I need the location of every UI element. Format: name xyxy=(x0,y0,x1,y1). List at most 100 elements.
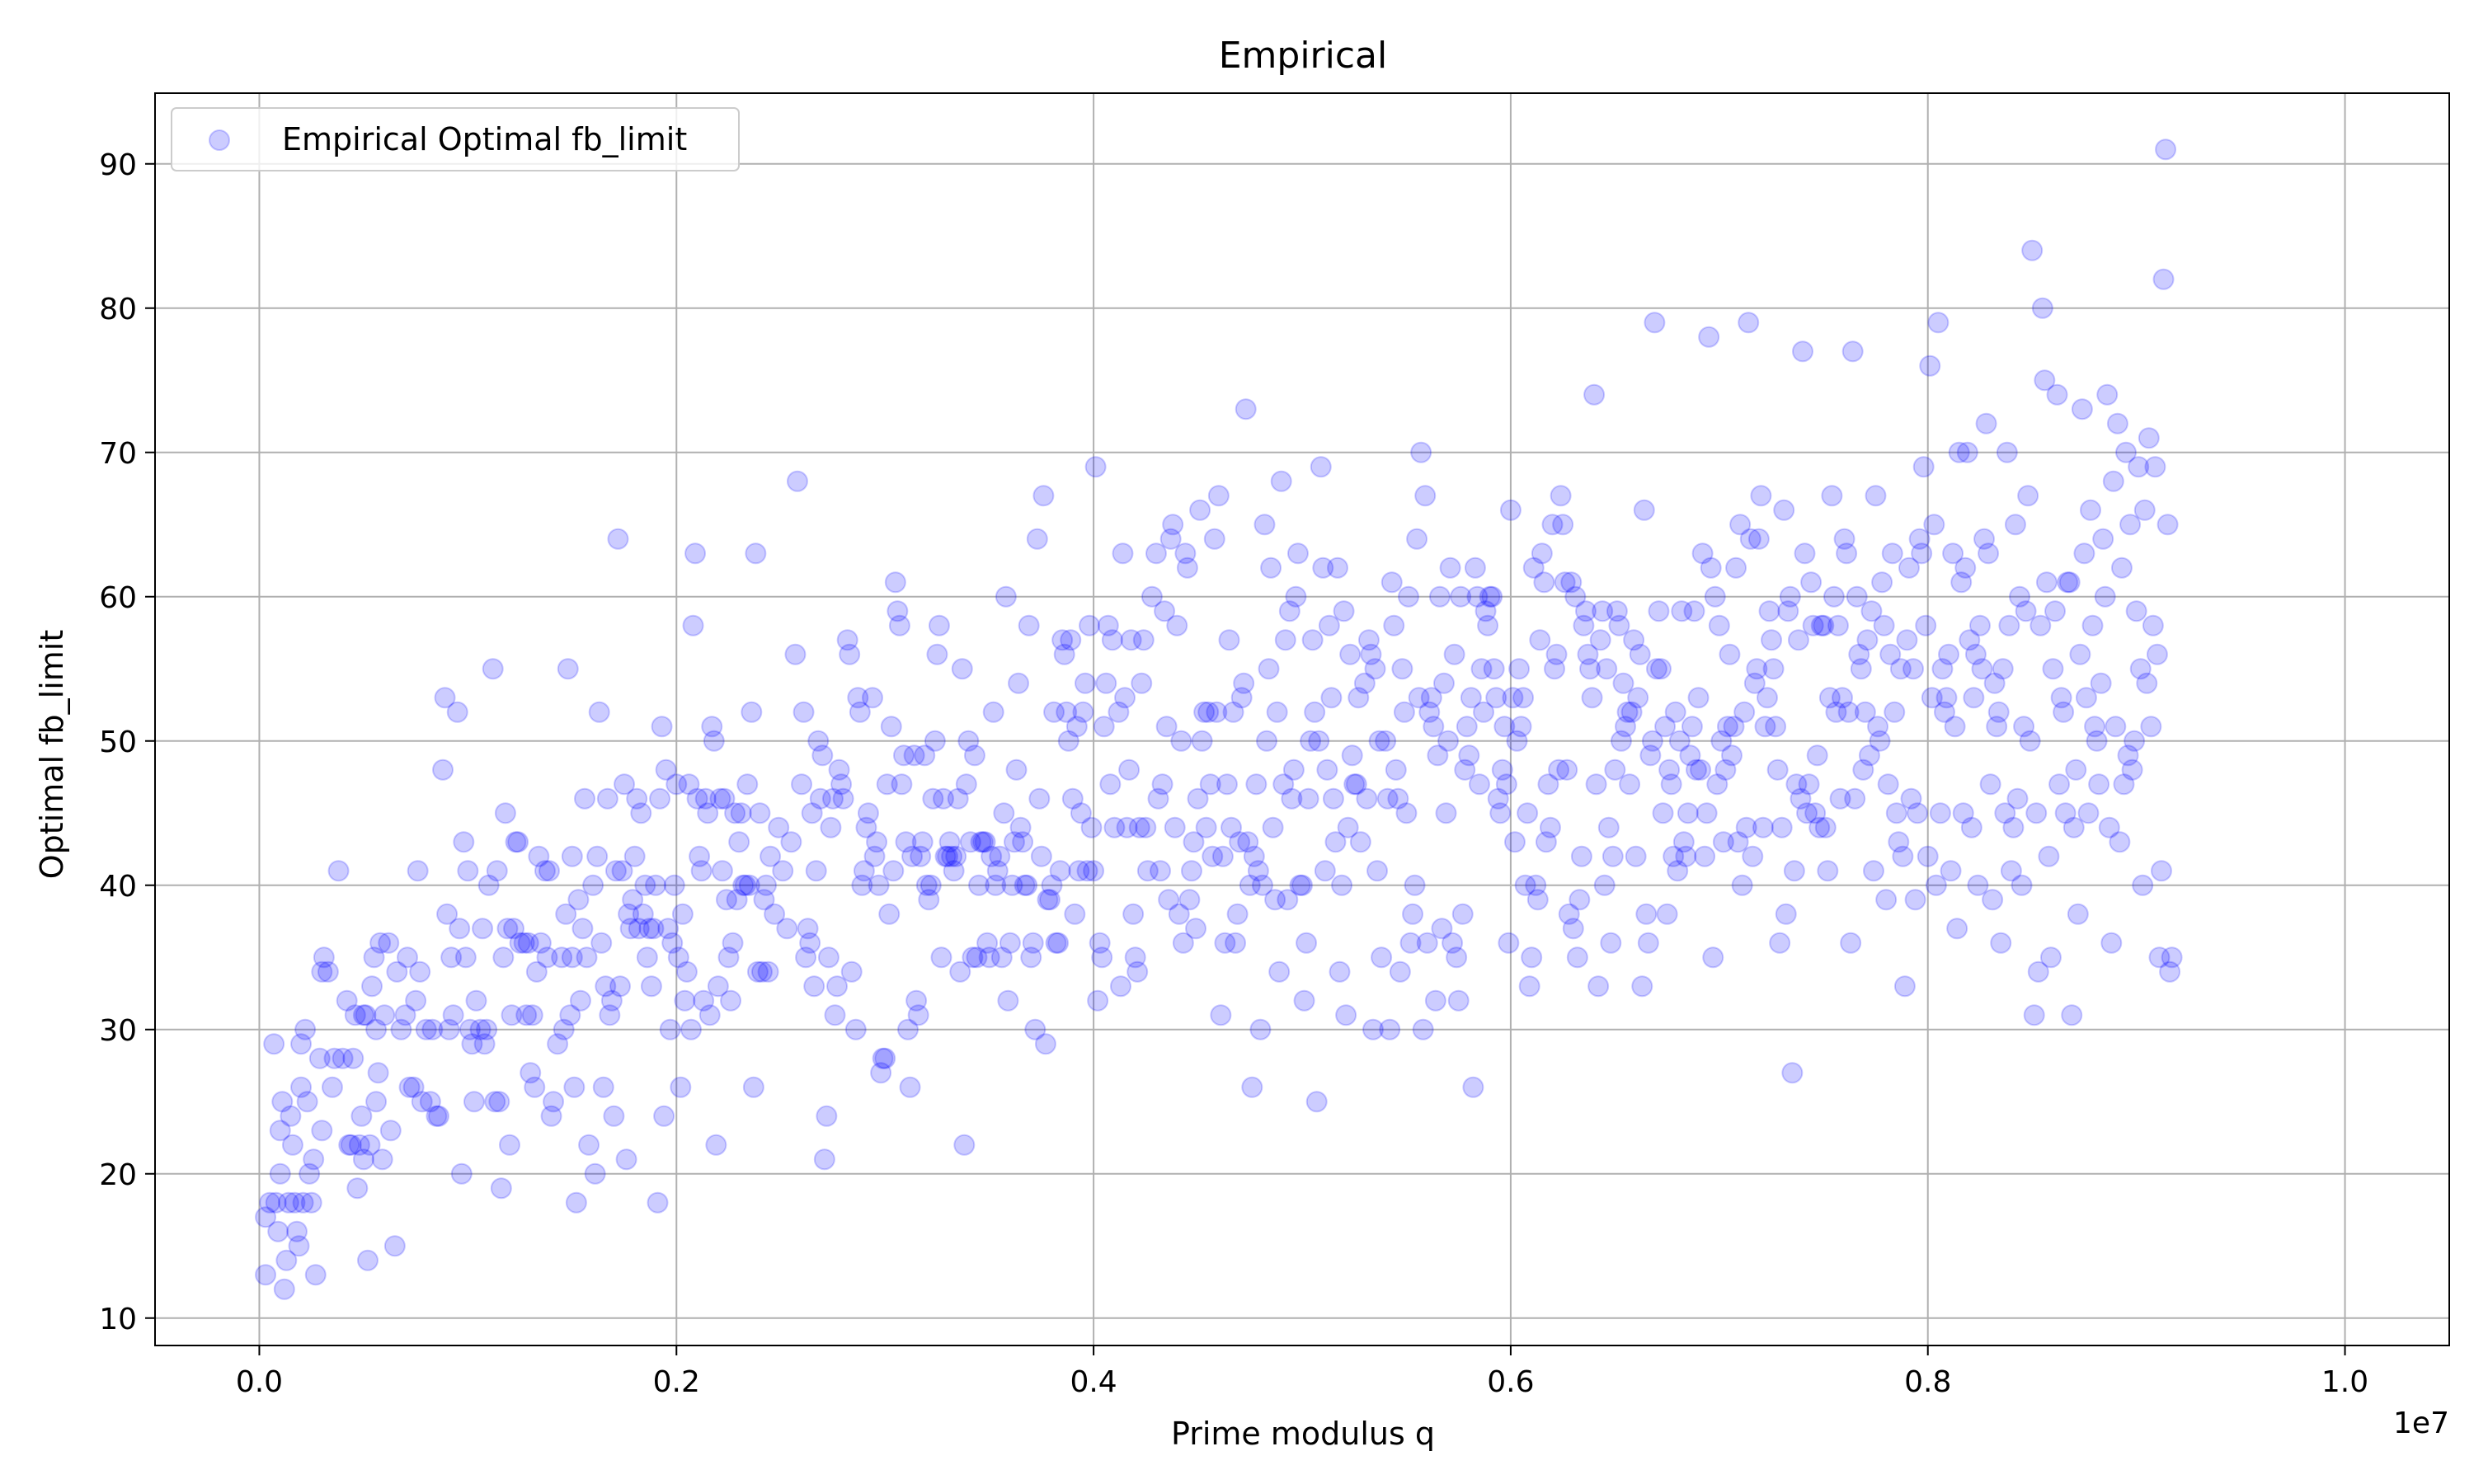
data-point xyxy=(313,946,335,969)
data-point xyxy=(1840,932,1862,954)
data-point xyxy=(2133,499,2156,521)
data-point xyxy=(1698,326,1720,348)
data-point xyxy=(1612,672,1634,694)
data-point xyxy=(1892,845,1914,867)
data-point xyxy=(1903,658,1925,680)
data-point xyxy=(2105,716,2127,738)
data-point xyxy=(844,1018,867,1040)
data-point xyxy=(1804,802,1827,824)
data-point xyxy=(1946,918,1968,940)
data-point xyxy=(383,1235,406,1257)
data-point xyxy=(1056,701,1078,723)
data-point xyxy=(1176,556,1198,579)
data-point xyxy=(786,470,808,492)
data-point xyxy=(1935,687,1958,709)
data-point xyxy=(419,1091,441,1113)
data-point xyxy=(1971,658,1993,680)
data-point xyxy=(281,1134,303,1156)
data-point xyxy=(434,687,456,709)
data-point xyxy=(1506,730,1528,752)
data-point xyxy=(1544,658,1566,680)
data-point xyxy=(990,946,1013,969)
data-point xyxy=(930,946,952,969)
data-point xyxy=(259,1191,281,1214)
data-point xyxy=(824,1004,846,1026)
data-point xyxy=(649,787,671,810)
data-point xyxy=(1881,542,1903,565)
y-tick-label: 20 xyxy=(99,1158,137,1192)
data-point xyxy=(1393,701,1415,723)
data-point xyxy=(832,787,854,810)
data-point xyxy=(600,989,623,1012)
data-point xyxy=(1277,889,1299,911)
data-point xyxy=(1660,773,1682,796)
data-point xyxy=(1416,932,1438,954)
data-point xyxy=(586,845,609,867)
data-point xyxy=(1846,585,1868,608)
data-point xyxy=(1844,787,1866,810)
data-point xyxy=(1281,787,1303,810)
data-point xyxy=(561,946,583,969)
data-point xyxy=(799,932,821,954)
data-point xyxy=(698,1004,721,1026)
data-point xyxy=(1658,758,1681,781)
data-point xyxy=(269,1120,291,1142)
data-point xyxy=(2015,600,2037,622)
data-point xyxy=(995,585,1017,608)
data-point xyxy=(454,946,477,969)
data-point xyxy=(730,802,752,824)
data-point xyxy=(1141,585,1163,608)
data-point xyxy=(826,975,849,998)
data-point xyxy=(1245,773,1268,796)
data-point xyxy=(394,1004,416,1026)
data-point xyxy=(1116,816,1138,838)
data-point xyxy=(2088,773,2110,796)
data-point xyxy=(1268,960,1291,983)
data-point xyxy=(1742,845,1764,867)
data-point xyxy=(622,889,644,911)
data-point xyxy=(1018,614,1040,636)
data-point xyxy=(1249,1018,1272,1040)
data-point xyxy=(582,874,604,896)
data-point xyxy=(926,643,948,665)
data-point xyxy=(2067,903,2089,925)
data-point xyxy=(371,1148,393,1171)
data-point xyxy=(490,1177,512,1200)
data-point xyxy=(1758,600,1780,622)
data-point xyxy=(1028,787,1051,810)
data-point xyxy=(817,946,840,969)
data-point xyxy=(2050,687,2072,709)
data-point xyxy=(1178,889,1201,911)
data-point xyxy=(1097,614,1119,636)
data-point xyxy=(1548,758,1570,781)
data-point xyxy=(263,1033,285,1055)
data-point xyxy=(1596,658,1618,680)
data-point xyxy=(1341,744,1363,767)
data-point xyxy=(2086,730,2108,752)
data-point xyxy=(1833,528,1856,550)
data-point xyxy=(1460,687,1482,709)
data-point xyxy=(1975,412,1997,434)
data-point xyxy=(828,758,850,781)
data-point xyxy=(1197,701,1220,723)
data-point xyxy=(1990,932,2012,954)
data-point xyxy=(853,860,875,882)
data-point xyxy=(484,1091,506,1113)
data-point xyxy=(1629,643,1651,665)
data-point xyxy=(1389,960,1411,983)
data-point xyxy=(809,787,831,810)
data-point xyxy=(670,1076,692,1098)
x-axis-label: Prime modulus q xyxy=(1171,1416,1435,1452)
data-point xyxy=(963,744,985,767)
data-point xyxy=(461,1033,483,1055)
data-point xyxy=(1558,903,1580,925)
data-point xyxy=(666,773,688,796)
data-point xyxy=(1729,514,1752,536)
x-tick-label: 0.2 xyxy=(653,1365,700,1399)
data-point xyxy=(521,1004,543,1026)
data-point xyxy=(2061,1004,2083,1026)
x-tick-label: 0.6 xyxy=(1487,1365,1534,1399)
data-point xyxy=(367,1062,389,1084)
data-point xyxy=(1112,542,1134,565)
data-point xyxy=(2142,614,2164,636)
